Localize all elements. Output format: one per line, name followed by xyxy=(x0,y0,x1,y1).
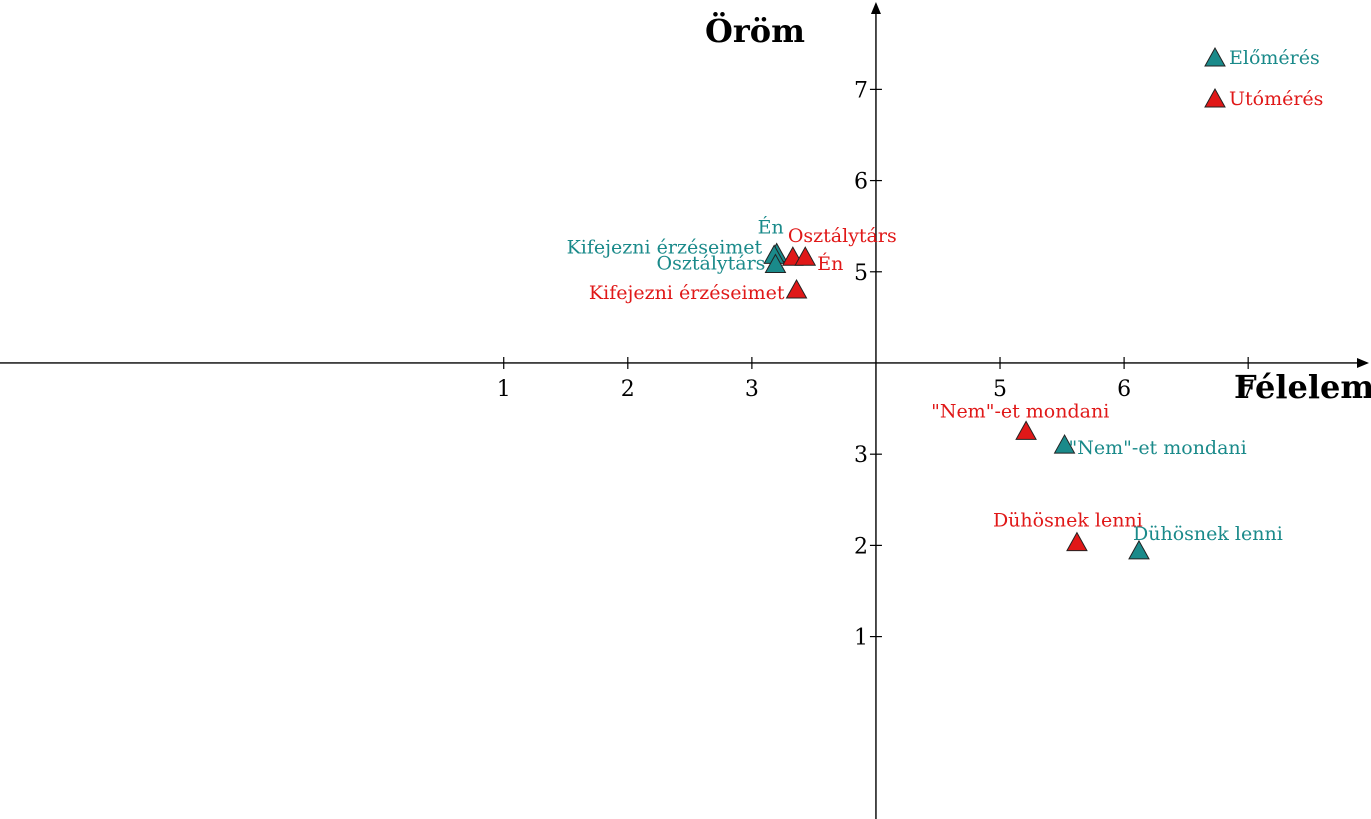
data-point-label: "Nem"-et mondani xyxy=(1069,437,1247,459)
x-tick-label: 5 xyxy=(993,377,1007,402)
data-point-label: Én xyxy=(817,252,843,275)
y-tick-label: 1 xyxy=(854,626,868,651)
legend-entry: Utómérés xyxy=(1229,88,1323,110)
data-point-label: Osztálytárs xyxy=(657,252,766,274)
data-point-marker xyxy=(1015,420,1037,440)
x-tick-label: 7 xyxy=(1241,377,1255,402)
data-point-marker xyxy=(794,246,817,266)
x-tick-label: 3 xyxy=(745,377,759,402)
legend-marker xyxy=(1204,46,1226,67)
x-axis-title: Félelem xyxy=(1234,368,1371,406)
data-point-label: Kifejezni érzéseimet xyxy=(567,236,763,258)
data-point-label: Én xyxy=(758,216,784,239)
data-point-marker xyxy=(1053,434,1076,454)
data-point-label: Osztálytárs xyxy=(788,225,897,247)
ticks: 1 2 3 5 6 7 1 2 3 5 6 7 xyxy=(497,78,1255,650)
data-point-marker xyxy=(1066,531,1088,552)
data-point-label: Dühösnek lenni xyxy=(993,510,1143,532)
data-point-label: "Nem"-et mondani xyxy=(931,400,1109,422)
y-tick-label: 3 xyxy=(854,443,868,468)
legend-marker xyxy=(1204,87,1226,108)
data-point-label: Dühösnek lenni xyxy=(1133,523,1283,545)
y-tick-label: 6 xyxy=(854,170,868,195)
x-tick-label: 6 xyxy=(1117,377,1131,402)
y-axis-title: Öröm xyxy=(705,11,805,50)
y-tick-label: 7 xyxy=(854,78,868,103)
data-points xyxy=(763,242,1150,560)
y-tick-label: 5 xyxy=(854,261,868,286)
legend: Előmérés Utómérés xyxy=(1204,46,1323,110)
y-tick-label: 2 xyxy=(854,534,868,559)
data-point-marker xyxy=(1128,539,1150,560)
x-tick-label: 1 xyxy=(497,377,511,402)
legend-entry: Előmérés xyxy=(1229,47,1320,69)
data-point-marker xyxy=(785,278,808,299)
x-tick-label: 2 xyxy=(621,377,635,402)
data-point-label: Kifejezni érzéseimet xyxy=(589,282,785,304)
data-point-marker xyxy=(764,253,787,273)
